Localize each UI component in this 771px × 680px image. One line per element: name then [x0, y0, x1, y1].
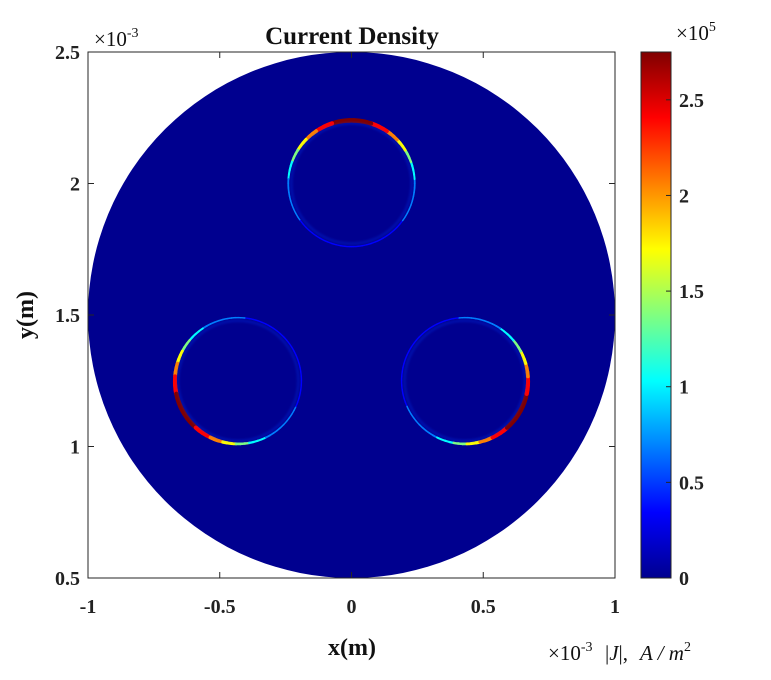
conductor-2: [172, 316, 303, 446]
y-axis-label: y(m): [13, 291, 39, 339]
y-tick-label: 2: [70, 174, 80, 196]
colorbar-tick-label: 2: [679, 185, 689, 207]
conductor-3-glow: [403, 319, 527, 442]
x-axis-ticks: -1 -0.5 0 0.5 1: [80, 52, 620, 618]
y-tick-label: 1: [70, 437, 80, 459]
colorbar-tick-label: 0: [679, 568, 689, 590]
y-tick-label: 0.5: [55, 568, 80, 590]
colorbar-tick-label: 0.5: [679, 472, 704, 494]
conductor-1: [287, 118, 416, 248]
y-tick-label: 1.5: [55, 305, 80, 327]
domain-disk: [88, 52, 615, 578]
y-tick-label: 2.5: [55, 42, 80, 64]
conductor-layer: [172, 118, 531, 446]
x-multiplier-base: ×10: [548, 641, 581, 665]
x-tick-label: 0.5: [471, 596, 496, 618]
y-axis-ticks: 0.5 1 1.5 2 2.5: [55, 42, 615, 590]
x-tick-label: 1: [610, 596, 620, 618]
colorbar-multiplier-exp: 5: [709, 20, 716, 35]
colorbar-label-sep: ,: [623, 641, 628, 665]
y-multiplier-exp: -3: [127, 26, 139, 41]
x-multiplier-exp: -3: [581, 640, 593, 655]
x-axis-label: x(m): [328, 635, 376, 661]
conductor-1-glow: [290, 122, 413, 245]
colorbar-gradient: [640, 51, 672, 579]
colorbar-ticks: 0 0.5 1 1.5 2 2.5: [666, 90, 704, 590]
plot-area: [88, 52, 615, 578]
chart-title: Current Density: [265, 23, 439, 50]
y-axis-label-text: y(m): [13, 291, 39, 339]
x-tick-label: 0: [347, 596, 357, 618]
colorbar-label-unit: A / m: [638, 641, 684, 665]
colorbar-multiplier-base: ×10: [676, 21, 709, 45]
y-multiplier-base: ×10: [94, 27, 127, 51]
x-axis-multiplier: ×10-3: [548, 640, 593, 665]
x-tick-label: -0.5: [204, 596, 236, 618]
conductor-2-glow: [176, 319, 300, 442]
conductor-3: [400, 316, 531, 446]
colorbar-label: |J|, A / m2: [605, 640, 691, 665]
x-axis-label-text: x(m): [328, 635, 376, 661]
x-tick-label: -1: [80, 596, 97, 618]
y-axis-multiplier: ×10-3: [94, 26, 139, 51]
colorbar-tick-label: 1.5: [679, 281, 704, 303]
colorbar-label-bar-close: |: [619, 641, 623, 665]
colorbar-label-unit-exp: 2: [684, 640, 691, 655]
colorbar-multiplier: ×105: [676, 20, 716, 45]
colorbar-label-var: J: [609, 641, 620, 665]
colorbar: 00.511.522.5 ×105 |J|, A / m2: [605, 20, 716, 665]
colorbar-tick-label: 2.5: [679, 90, 704, 112]
colorbar-tick-label: 1: [679, 377, 689, 399]
colorbar-label-bar: |: [605, 641, 609, 665]
domain-layer: [88, 52, 615, 578]
